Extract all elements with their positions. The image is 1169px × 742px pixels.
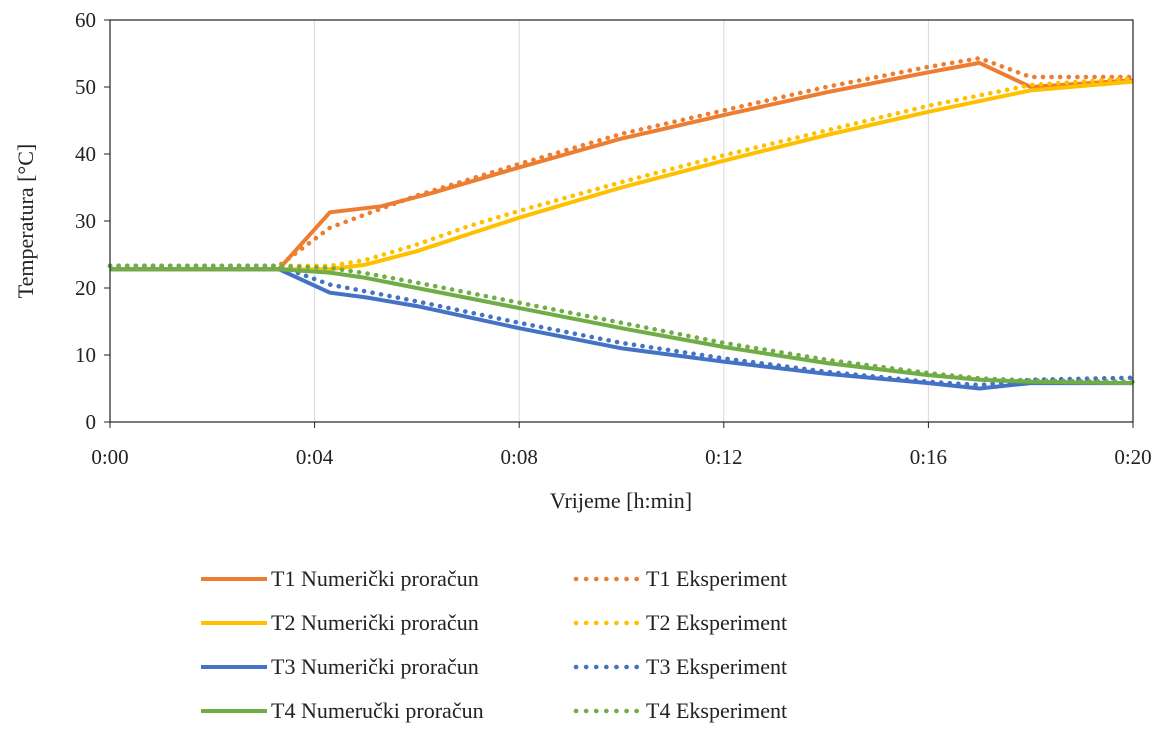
x-tick-label: 0:08 [501, 445, 538, 469]
x-tick-label: 0:12 [705, 445, 742, 469]
series-line-7 [110, 267, 1134, 386]
x-tick-label: 0:20 [1114, 445, 1151, 469]
y-tick-label: 30 [75, 209, 96, 233]
x-axis-title: Vrijeme [h:min] [550, 488, 692, 513]
x-tick-label: 0:16 [910, 445, 947, 469]
x-tick-label: 0:04 [296, 445, 334, 469]
legend-label: T4 Eksperiment [646, 698, 787, 723]
y-axis-title: Temperatura [°C] [13, 144, 38, 298]
y-tick-label: 20 [75, 276, 96, 300]
series-line-2 [107, 55, 1136, 269]
legend-label: T3 Numerički proračun [271, 654, 479, 679]
y-tick-label: 0 [86, 410, 97, 434]
series-line-3 [110, 79, 1134, 272]
series-line-5 [110, 267, 1133, 391]
series-line-8 [107, 263, 1136, 385]
y-axis-ticks: 0 10 20 30 40 50 60 [75, 8, 110, 434]
legend-label: T3 Eksperiment [646, 654, 787, 679]
legend: T1 Numerički proračun T1 Eksperiment T2 Nu… [201, 566, 787, 723]
legend-label: T1 Eksperiment [646, 566, 787, 591]
y-tick-label: 10 [75, 343, 96, 367]
legend-label: T4 Numeručki proračun [271, 698, 484, 723]
gridlines [314, 20, 929, 422]
series-line-6 [107, 263, 1136, 388]
y-tick-label: 60 [75, 8, 96, 32]
y-tick-label: 40 [75, 142, 96, 166]
x-tick-label: 0:00 [91, 445, 128, 469]
y-tick-label: 50 [75, 75, 96, 99]
legend-label: T2 Numerički proračun [271, 610, 479, 635]
legend-label: T1 Numerički proračun [271, 566, 479, 591]
plot-area-frame [109, 19, 1134, 423]
x-axis-ticks: 0:00 0:04 0:08 0:12 0:16 0:20 [91, 422, 1152, 469]
series-lines [107, 55, 1136, 391]
series-line-4 [107, 76, 1136, 269]
legend-label: T2 Eksperiment [646, 610, 787, 635]
series-line-1 [110, 60, 1134, 272]
